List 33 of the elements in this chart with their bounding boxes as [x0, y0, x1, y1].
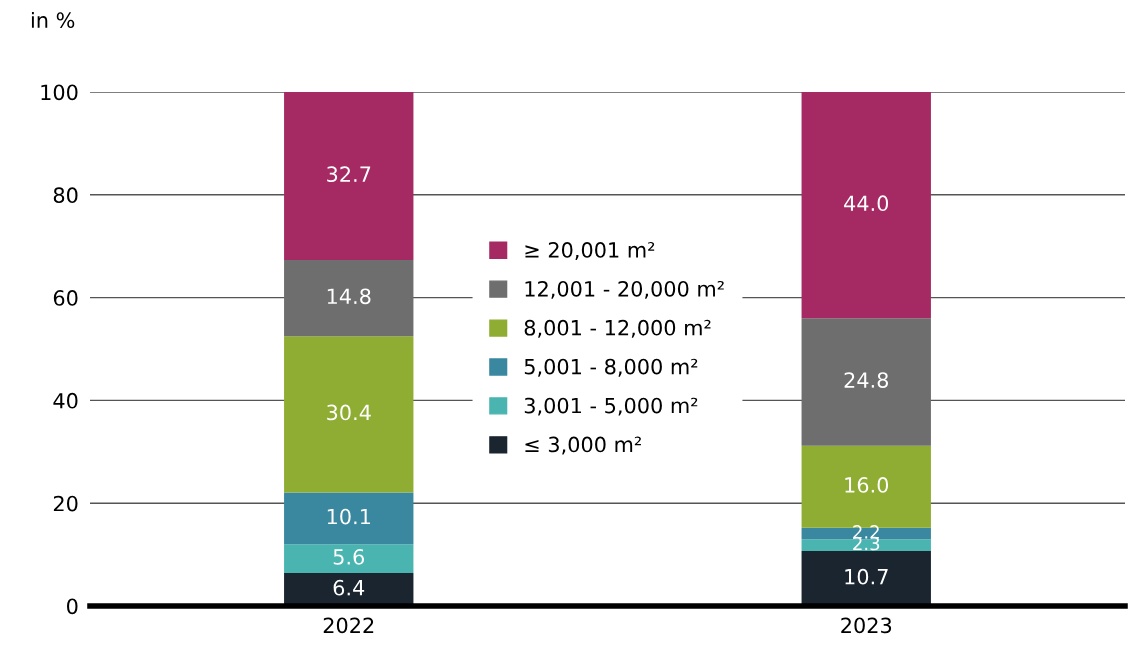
data-label: 30.4 — [327, 404, 371, 421]
data-label: 44.0 — [844, 195, 889, 212]
x-tick-label: 2023 — [841, 617, 892, 634]
data-label: 5.6 — [333, 549, 364, 565]
legend-label: ≥ 20,001 m² — [525, 242, 655, 260]
bar — [284, 544, 414, 574]
legend-label: 3,001 - 5,000 m² — [524, 397, 698, 416]
bar — [801, 318, 931, 446]
y-tick-label: 0 — [67, 598, 78, 615]
data-label: 10.1 — [327, 508, 371, 525]
data-label: 32.7 — [327, 166, 371, 183]
y-tick-label: 100 — [41, 84, 78, 101]
y-tick-label: 20 — [53, 495, 78, 512]
legend-label: 12,001 - 20,000 m² — [525, 280, 724, 299]
legend-label: ≤ 3,000 m² — [525, 436, 641, 455]
x-tick-label: 2022 — [323, 617, 374, 634]
data-label: 10.7 — [845, 568, 888, 585]
legend-label: 5,001 - 8,000 m² — [524, 358, 698, 377]
data-label: 6.4 — [333, 579, 365, 596]
bar — [801, 92, 931, 319]
legend-label: 8,001 - 12,000 m² — [524, 319, 711, 338]
y-axis-title: in % — [31, 11, 75, 29]
data-label: 14.8 — [327, 288, 371, 305]
data-label: 24.8 — [844, 372, 889, 388]
bar — [284, 92, 414, 261]
bar — [801, 551, 931, 606]
data-label: 16.0 — [845, 477, 889, 493]
y-tick-label: 80 — [53, 187, 78, 204]
bar — [284, 336, 414, 493]
y-tick-label: 60 — [53, 290, 78, 306]
bar — [284, 492, 414, 545]
bar — [284, 260, 414, 337]
y-tick-label: 40 — [53, 392, 78, 409]
